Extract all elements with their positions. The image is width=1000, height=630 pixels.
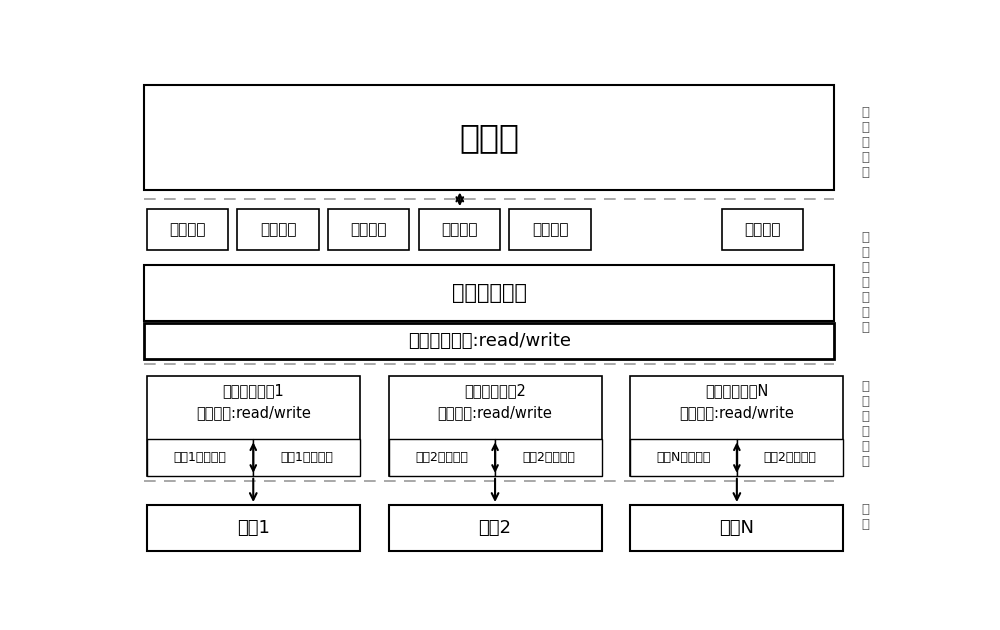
Bar	[144, 85, 834, 190]
Bar	[144, 265, 834, 321]
Text: 升级功能: 升级功能	[260, 222, 296, 237]
Text: 实现函数:read/write: 实现函数:read/write	[438, 405, 552, 420]
Text: 设备2通信属性: 设备2通信属性	[522, 451, 575, 464]
Bar	[737, 440, 843, 476]
Text: 实现函数:read/write: 实现函数:read/write	[679, 405, 794, 420]
Text: 联网模块: 联网模块	[169, 222, 206, 237]
Text: 控制器协议库N: 控制器协议库N	[705, 384, 769, 398]
Bar	[509, 209, 591, 250]
Text: 统一访问接口:read/write: 统一访问接口:read/write	[408, 332, 571, 350]
Bar	[419, 209, 500, 250]
Text: 控
制
器
协
议
库: 控 制 器 协 议 库	[861, 380, 869, 467]
Text: 设备2: 设备2	[479, 519, 512, 537]
Bar	[237, 209, 319, 250]
Text: 实时数据: 实时数据	[744, 222, 781, 237]
Text: 设
备: 设 备	[861, 503, 869, 531]
Bar	[147, 505, 360, 551]
Text: 数据存储: 数据存储	[532, 222, 568, 237]
Bar	[147, 376, 360, 476]
Bar	[722, 209, 803, 250]
Text: 事件报警: 事件报警	[441, 222, 478, 237]
Text: 控制器协议库2: 控制器协议库2	[464, 384, 526, 398]
Text: 物
联
网
模
块
软
件: 物 联 网 模 块 软 件	[861, 231, 869, 335]
Text: 设备2通信属性: 设备2通信属性	[764, 451, 817, 464]
Text: 设备1通信协议: 设备1通信协议	[174, 451, 226, 464]
Bar	[630, 440, 737, 476]
Text: 实现函数:read/write: 实现函数:read/write	[196, 405, 311, 420]
Bar	[144, 323, 834, 359]
Bar	[388, 440, 495, 476]
Bar	[495, 440, 602, 476]
Text: 物联网: 物联网	[459, 121, 519, 154]
Bar	[147, 209, 228, 250]
Text: 云
端
服
务
器: 云 端 服 务 器	[861, 106, 869, 179]
Bar	[630, 376, 843, 476]
Bar	[328, 209, 409, 250]
Bar	[147, 440, 253, 476]
Text: 设备2通信协议: 设备2通信协议	[415, 451, 468, 464]
Bar	[630, 505, 843, 551]
Text: 控制器协议库1: 控制器协议库1	[222, 384, 284, 398]
Text: 设备1通信属性: 设备1通信属性	[280, 451, 333, 464]
Bar	[388, 505, 602, 551]
Text: 工单管理: 工单管理	[350, 222, 387, 237]
Text: 设备N: 设备N	[719, 519, 754, 537]
Bar	[253, 440, 360, 476]
Text: 设备N通信协议: 设备N通信协议	[656, 451, 711, 464]
Text: 数据监控框架: 数据监控框架	[452, 283, 527, 302]
Text: 设备1: 设备1	[237, 519, 270, 537]
Bar	[388, 376, 602, 476]
